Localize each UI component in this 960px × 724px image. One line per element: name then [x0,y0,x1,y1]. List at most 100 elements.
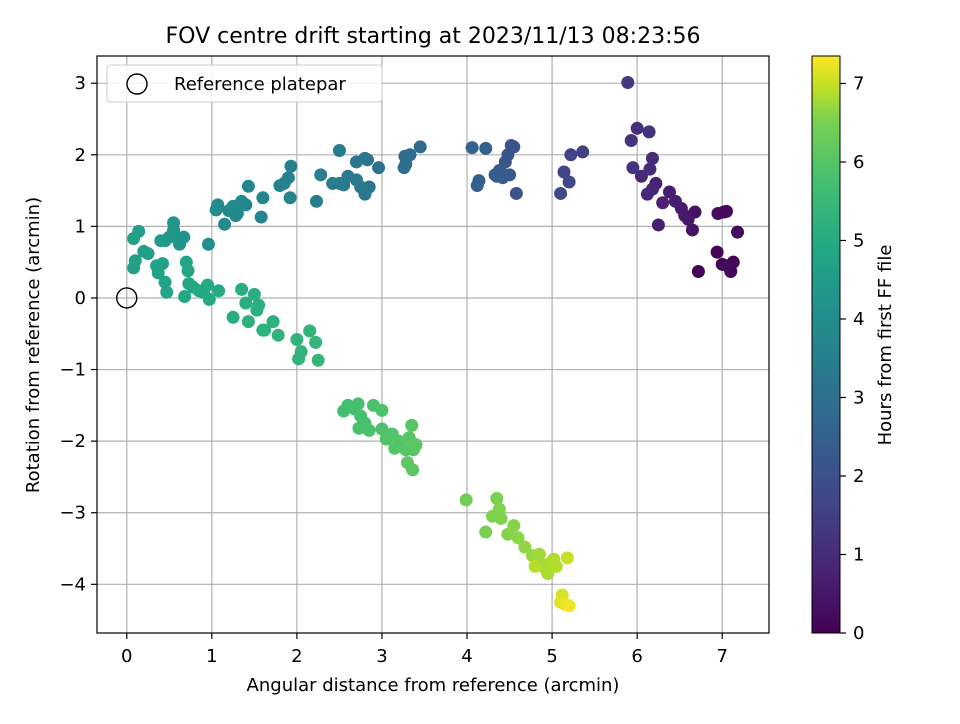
data-point [250,303,264,317]
data-point [630,121,644,135]
y-tick-label: −1 [59,360,86,381]
x-tick-label: 2 [291,646,302,667]
data-point [314,168,328,182]
data-point [222,204,236,218]
data-point [266,315,280,329]
data-point [560,551,574,565]
data-point [247,287,261,301]
data-point [241,179,255,193]
legend-reference-marker [126,73,148,95]
data-point [621,75,635,89]
data-point [479,141,493,155]
data-points [127,75,745,613]
data-point [235,282,249,296]
x-tick-label: 6 [631,646,642,667]
data-point [479,525,493,539]
data-point [254,210,268,224]
data-point [167,216,181,230]
x-tick-label: 5 [546,646,557,667]
data-point [127,261,141,275]
x-axis-label: Angular distance from reference (arcmin) [247,675,620,696]
colorbar: 0 1 2 3 4 5 6 7 Hours from first FF file [811,55,896,644]
data-point [349,155,363,169]
data-point [294,345,308,359]
data-point [202,292,216,306]
data-point [532,547,546,561]
axes-frame [96,55,770,634]
data-point [472,174,486,188]
data-point [554,186,568,200]
data-point [362,423,376,437]
data-point [720,259,734,273]
data-point [127,232,141,246]
legend: Reference platepar [106,64,383,103]
data-point [564,148,578,162]
data-point [624,133,638,147]
x-tick-label: 1 [206,646,217,667]
data-point [141,247,155,261]
y-tick-label: 0 [75,288,86,309]
x-axis-ticks: 0 1 2 3 4 5 6 7 [121,633,728,667]
data-point [662,185,676,199]
x-tick-label: 0 [121,646,132,667]
data-point [642,125,656,139]
y-tick-label: −3 [59,503,86,524]
data-point [258,323,272,337]
data-point [309,194,323,208]
data-point [668,194,682,208]
data-point [651,218,665,232]
y-axis-label: Rotation from reference (arcmin) [23,197,44,493]
data-point [181,264,195,278]
reference-marker [116,287,138,309]
y-tick-label: −4 [59,574,86,595]
data-point [634,169,648,183]
data-point [562,599,576,613]
data-point [511,531,525,545]
data-point [576,145,590,159]
data-point [626,161,640,175]
y-tick-label: 3 [75,73,86,94]
data-point [562,175,576,189]
data-point [719,204,733,218]
data-point [273,179,287,193]
data-point [283,191,297,205]
colorbar-tick-label: 7 [853,73,864,94]
data-point [643,162,657,176]
data-point [201,237,215,251]
y-axis-ticks: 3 2 1 0 −1 −2 −3 −4 [59,73,97,595]
y-tick-label: −2 [59,431,86,452]
data-point [691,264,705,278]
data-point [541,567,555,581]
data-point [290,332,304,346]
colorbar-tick-label: 6 [853,152,864,173]
legend-entry: Reference platepar [174,74,346,95]
x-tick-label: 3 [376,646,387,667]
data-point [256,191,270,205]
colorbar-tick-label: 1 [853,544,864,565]
data-point [507,519,521,533]
data-point [271,328,285,342]
data-point [549,559,563,573]
data-point [405,418,419,432]
data-point [352,421,366,435]
data-point [226,310,240,324]
colorbar-ticks: 0 1 2 3 4 5 6 7 [840,73,864,644]
legend-box [106,64,383,103]
data-point [459,493,473,507]
y-tick-label: 2 [75,145,86,166]
data-point [656,196,670,210]
reference-platepar-marker [116,287,138,309]
data-point [218,217,232,231]
data-point [372,161,386,175]
data-point [492,502,506,516]
colorbar-tick-label: 5 [853,230,864,251]
grid-lines [97,56,769,633]
data-point [465,141,479,155]
data-point [212,284,226,298]
data-point [557,165,571,179]
data-point [178,290,192,304]
data-point [685,223,699,237]
data-point [303,324,317,338]
colorbar-tick-label: 4 [853,309,864,330]
